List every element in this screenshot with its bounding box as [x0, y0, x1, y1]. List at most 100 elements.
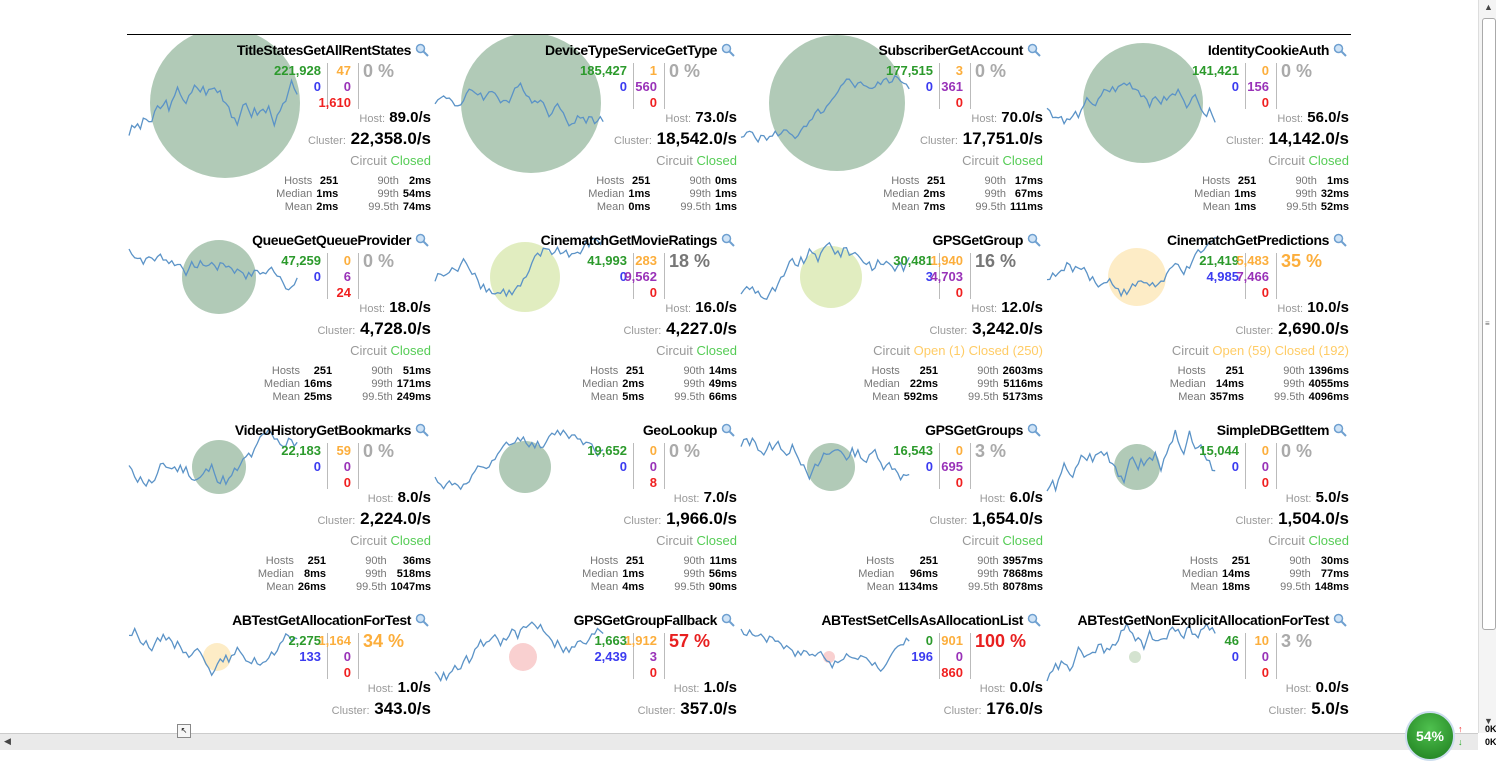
circuit-label: Circuit	[350, 533, 387, 548]
median-value: 16ms	[304, 378, 333, 390]
horizontal-scrollbar[interactable]: ◀ ↖	[0, 724, 1478, 750]
magnifier-icon[interactable]	[1333, 613, 1347, 627]
error-percentage: 3 %	[1281, 631, 1313, 651]
circuit-label: Circuit	[350, 153, 387, 168]
median-label: Median	[1194, 188, 1231, 200]
magnifier-icon[interactable]	[1333, 233, 1347, 247]
short-circuited-count: 0	[619, 79, 627, 94]
sparkline-chart	[128, 240, 298, 314]
circuit-label: Circuit	[1268, 533, 1305, 548]
hosts-value: 251	[307, 555, 327, 567]
volume-circle[interactable]	[769, 35, 905, 171]
magnifier-icon[interactable]	[721, 43, 735, 57]
circuit-state: Closed	[696, 343, 737, 358]
rejected-count: 4,703	[930, 269, 963, 284]
magnifier-icon[interactable]	[1027, 43, 1041, 57]
scroll-down-arrow-icon[interactable]: ▼	[1484, 716, 1493, 726]
cluster-rate: Cluster: 1,654.0/s	[929, 509, 1043, 529]
timeout-count: 3	[955, 63, 963, 78]
volume-circle[interactable]	[499, 441, 551, 493]
circuit-state: Closed	[696, 533, 737, 548]
failure-count: 0	[955, 475, 963, 490]
short-circuited-count: 0	[1231, 649, 1239, 664]
magnifier-icon[interactable]	[721, 233, 735, 247]
mean-value: 4ms	[622, 581, 645, 593]
latency-table: Hosts 251 90th 51ms Median 16ms 99th 171ms Mean 2…	[260, 365, 431, 404]
mean-value: 592ms	[903, 391, 939, 403]
short-circuited-count: 0	[1231, 79, 1239, 94]
p995-value: 5173ms	[1002, 391, 1043, 403]
magnifier-icon[interactable]	[415, 613, 429, 627]
divider	[939, 443, 940, 489]
volume-circle[interactable]	[150, 35, 300, 178]
divider	[358, 443, 359, 489]
short-circuited-count: 0	[313, 269, 321, 284]
p99-value: 32ms	[1320, 188, 1349, 200]
resize-grip-icon[interactable]: ↖	[177, 724, 191, 738]
error-percentage: 0 %	[363, 441, 395, 461]
p90-value: 30ms	[1320, 555, 1349, 567]
hosts-value: 251	[625, 365, 645, 377]
magnifier-icon[interactable]	[415, 423, 429, 437]
volume-circle[interactable]	[800, 246, 862, 308]
circuit-label: Circuit	[962, 533, 999, 548]
circuit-cell: SubscriberGetAccount 177,515 0 3 361 0 0 % Host…	[739, 35, 1045, 225]
p99-label: 99th	[984, 188, 1006, 200]
magnifier-icon[interactable]	[721, 423, 735, 437]
magnifier-icon[interactable]	[1027, 423, 1041, 437]
p99-label: 99th	[683, 378, 705, 390]
volume-circle[interactable]	[461, 35, 601, 173]
cluster-rate: Cluster: 357.0/s	[638, 699, 737, 719]
magnifier-icon[interactable]	[1333, 43, 1347, 57]
host-rate: Host: 18.0/s	[359, 299, 431, 316]
divider	[327, 633, 328, 679]
magnifier-icon[interactable]	[1333, 423, 1347, 437]
circuit-closed-count: Closed (192)	[1274, 343, 1349, 358]
sparkline-chart	[128, 35, 300, 178]
host-rate: Host: 70.0/s	[971, 109, 1043, 126]
volume-circle[interactable]	[1083, 43, 1203, 163]
vertical-scrollbar[interactable]: ▲ ≡ ▼	[1478, 0, 1496, 733]
mean-value: 0ms	[628, 201, 651, 213]
volume-circle[interactable]	[1108, 248, 1166, 306]
p99-value: 49ms	[708, 378, 737, 390]
rejected-count: 0	[1261, 459, 1269, 474]
cluster-label: Cluster:	[929, 515, 968, 527]
volume-circle[interactable]	[1129, 651, 1141, 663]
p99-value: 56ms	[708, 568, 737, 580]
magnifier-icon[interactable]	[1027, 233, 1041, 247]
success-count: 2,275	[288, 633, 321, 648]
volume-circle[interactable]	[192, 440, 246, 494]
volume-circle[interactable]	[509, 643, 537, 671]
latency-table: Hosts 251 90th 30ms Median 14ms 99th 77ms Mean 18…	[1178, 555, 1349, 594]
median-label: Median	[1181, 568, 1218, 580]
command-name: TitleStatesGetAllRentStates	[236, 42, 412, 58]
host-rate: Host: 0.0/s	[980, 679, 1043, 696]
error-percentage: 18 %	[669, 251, 711, 271]
sparkline-path	[434, 236, 604, 298]
latency-table: Hosts 251 90th 1ms Median 1ms 99th 32ms Mean 1ms 9…	[1190, 175, 1349, 214]
failure-count: 0	[343, 665, 351, 680]
cluster-rate: Cluster: 14,142.0/s	[1226, 129, 1349, 149]
scroll-left-arrow-icon[interactable]: ◀	[4, 736, 11, 746]
timeout-count: 283	[635, 253, 657, 268]
error-percentage: 35 %	[1281, 251, 1323, 271]
p995-label: 99.5th	[356, 581, 387, 593]
magnifier-icon[interactable]	[415, 43, 429, 57]
magnifier-icon[interactable]	[1027, 613, 1041, 627]
rejected-count: 0	[343, 459, 351, 474]
magnifier-icon[interactable]	[721, 613, 735, 627]
divider	[1276, 63, 1277, 109]
scroll-up-arrow-icon[interactable]: ▲	[1484, 2, 1493, 12]
circuit-state: Closed	[390, 533, 431, 548]
scrollbar-thumb[interactable]: ≡	[1482, 18, 1496, 630]
volume-circle[interactable]	[203, 643, 231, 671]
median-value: 2ms	[923, 188, 946, 200]
magnifier-icon[interactable]	[415, 233, 429, 247]
sparkline-chart	[1046, 621, 1216, 682]
volume-circle[interactable]	[182, 240, 256, 314]
host-label: Host:	[979, 683, 1006, 695]
host-label: Host:	[1277, 303, 1304, 315]
p995-label: 99.5th	[368, 201, 399, 213]
cluster-rate-value: 1,654.0/s	[972, 509, 1043, 528]
